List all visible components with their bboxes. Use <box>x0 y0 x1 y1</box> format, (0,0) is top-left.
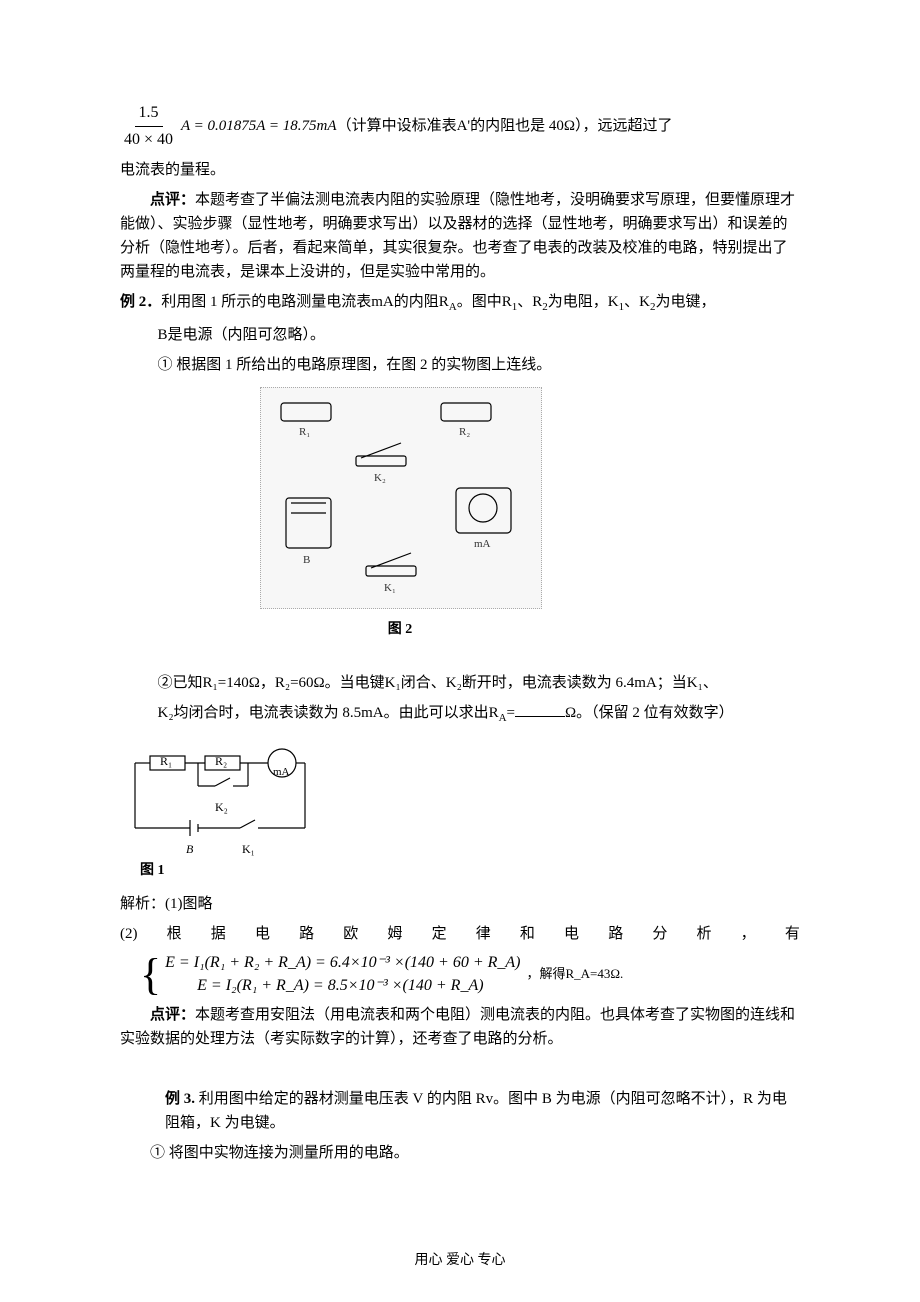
fraction: 1.5 40 × 40 <box>120 100 177 152</box>
figure-2-k2-label: K₂ <box>374 470 386 488</box>
comment-1-label: 点评： <box>150 192 195 208</box>
spread-11: 分 <box>652 922 667 946</box>
figure-1-r1-label: R₁ <box>160 752 172 771</box>
spread-12: 析 <box>697 922 712 946</box>
opening-formula: 1.5 40 × 40 A = 0.01875A = 18.75mA （计算中设… <box>120 100 800 152</box>
figure-2-r2-label: R₂ <box>459 424 470 442</box>
figure-1-r2-label: R₂ <box>215 752 227 771</box>
figure-1-ma-label: mA <box>273 764 290 782</box>
equation-lines: E = I₁(R₁ + R₂ + R_A) = 6.4×10⁻³ ×(140 +… <box>165 952 520 997</box>
step-2-sub: A <box>499 712 507 724</box>
example-3-step1: ① 将图中实物连接为测量所用的电路。 <box>120 1141 800 1165</box>
comment-1: 点评：本题考查了半偏法测电流表内阻的实验原理（隐性地考，没明确要求写原理，但要懂… <box>120 188 800 284</box>
analysis-head: 解析：(1)图略 <box>120 892 800 916</box>
step-2-line-1: ②已知R₁=140Ω，R₂=60Ω。当电键K₁闭合、K₂断开时，电流表读数为 6… <box>120 671 800 695</box>
comment-1-body: 本题考查了半偏法测电流表内阻的实验原理（隐性地考，没明确要求写原理，但要懂原理才… <box>120 192 795 280</box>
step-2-line-2a: K₂均闭合时，电流表读数为 8.5mA。由此可以求出R <box>158 705 499 721</box>
figure-2-caption: 图 2 <box>260 619 540 641</box>
spread-9: 电 <box>564 922 579 946</box>
equation-system: { E = I₁(R₁ + R₂ + R_A) = 6.4×10⁻³ ×(140… <box>140 952 800 997</box>
example-3-body: 利用图中给定的器材测量电压表 V 的内阻 Rv。图中 B 为电源（内阻可忽略不计… <box>165 1091 787 1131</box>
example-2-label: 例 2． <box>120 294 161 310</box>
comment-2-label: 点评： <box>150 1007 195 1023</box>
spread-6: 定 <box>432 922 447 946</box>
step-2-eq: = <box>507 705 515 721</box>
equation-1: E = I₁(R₁ + R₂ + R_A) = 6.4×10⁻³ ×(140 +… <box>165 952 520 974</box>
step-2-line-2: K₂均闭合时，电流表读数为 8.5mA。由此可以求出RA= Ω。（保留 2 位有效… <box>120 701 800 728</box>
formula-tail-1: （计算中设标准表A'的内阻也是 40Ω），远远超过了 <box>337 114 673 138</box>
spread-1: 据 <box>211 922 226 946</box>
spread-4: 欧 <box>343 922 358 946</box>
formula-tail-2: 电流表的量程。 <box>120 158 800 182</box>
figure-2-r1-label: R₁ <box>299 424 310 442</box>
spread-0: 根 <box>167 922 182 946</box>
answer-blank[interactable] <box>515 701 565 717</box>
figure-2: R₁ R₂ K₂ B mA K₁ <box>260 387 542 609</box>
comment-2: 点评：本题考查用安阻法（用电流表和两个电阻）测电流表的内阻。也具体考查了实物图的… <box>120 1003 800 1051</box>
figure-2-k1-label: K₁ <box>384 580 396 598</box>
fraction-denominator: 40 × 40 <box>120 127 177 153</box>
analysis-part2-line: (2) 根 据 电 路 欧 姆 定 律 和 电 路 分 析 ， 有 <box>120 922 800 946</box>
spread-2: 电 <box>255 922 270 946</box>
example-2-step1: ① 根据图 1 所给出的电路原理图，在图 2 的实物图上连线。 <box>120 353 800 377</box>
figure-1-b-label: B <box>186 840 193 859</box>
example-2-title: 例 2．利用图 1 所示的电路测量电流表mA的内阻RA。图中R1、R2为电阻，K… <box>120 290 800 317</box>
figure-1: R₁ R₂ mA K₂ B K₁ 图 1 <box>120 738 320 882</box>
example-3-label: 例 3. <box>165 1091 199 1107</box>
step-2-line-2c: Ω。（保留 2 位有效数字） <box>565 705 734 721</box>
formula-equals: A = 0.01875A = 18.75mA <box>181 114 337 138</box>
spread-5: 姆 <box>387 922 402 946</box>
left-brace-icon: { <box>140 953 161 997</box>
spread-8: 和 <box>520 922 535 946</box>
page: 1.5 40 × 40 A = 0.01875A = 18.75mA （计算中设… <box>0 0 920 1302</box>
figure-1-caption: 图 1 <box>120 860 320 882</box>
figure-1-k1-label: K₁ <box>242 840 255 859</box>
figure-1-k2-label: K₂ <box>215 798 228 817</box>
analysis-part2-label: (2) <box>120 922 138 946</box>
figure-2-b-label: B <box>303 552 310 570</box>
spread-13: ， <box>741 922 756 946</box>
example-2-line2: B是电源（内阻可忽略）。 <box>120 323 800 347</box>
example-3-title: 例 3. 利用图中给定的器材测量电压表 V 的内阻 Rv。图中 B 为电源（内阻… <box>120 1087 800 1135</box>
spread-10: 路 <box>608 922 623 946</box>
example-2-text: 利用图 1 所示的电路测量电流表mA的内阻RA。图中R1、R2为电阻，K1、K2… <box>161 294 715 310</box>
fraction-numerator: 1.5 <box>135 100 163 127</box>
page-footer: 用心 爱心 专心 <box>0 1250 920 1272</box>
comment-2-body: 本题考查用安阻法（用电流表和两个电阻）测电流表的内阻。也具体考查了实物图的连线和… <box>120 1007 795 1047</box>
figure-2-ma-label: mA <box>474 536 491 554</box>
spread-3: 路 <box>299 922 314 946</box>
spread-14: 有 <box>785 922 800 946</box>
equation-2: E = I₂(R₁ + R_A) = 8.5×10⁻³ ×(140 + R_A) <box>165 975 520 997</box>
spread-7: 律 <box>476 922 491 946</box>
equation-solve: ，解得R_A=43Ω. <box>526 964 623 985</box>
